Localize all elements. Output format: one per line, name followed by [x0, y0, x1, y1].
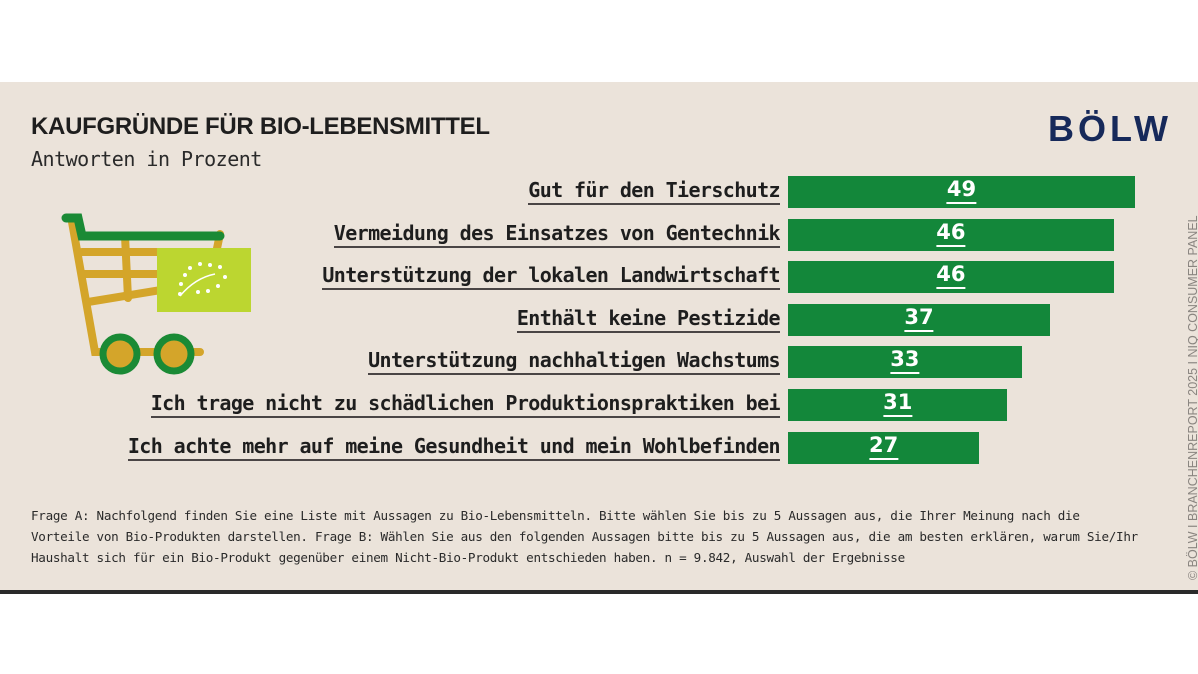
- bar: 37: [788, 303, 1050, 336]
- category-label: Ich achte mehr auf meine Gesundheit und …: [127, 434, 781, 461]
- shopping-cart-eu-organic-icon: [61, 213, 251, 375]
- category-label: Vermeidung des Einsatzes von Gentechnik: [333, 221, 781, 248]
- bar: 46: [788, 261, 1114, 294]
- category-label: Enthält keine Pestizide: [516, 306, 781, 333]
- data-label: 27: [868, 432, 899, 460]
- infographic-panel: [0, 82, 1198, 590]
- bar: 33: [788, 346, 1022, 379]
- data-label: 37: [904, 304, 934, 332]
- bar: 49: [788, 176, 1135, 208]
- bar: 46: [788, 218, 1114, 251]
- category-label: Unterstützung nachhaltigen Wachstums: [368, 348, 781, 376]
- bar: 27: [788, 431, 980, 464]
- footnote: Frage A: Nachfolgend finden Sie eine Lis…: [31, 508, 1138, 565]
- copyright-note: © BÖLW I BRANCHENREPORT 2025 I NIQ CONSU…: [1186, 215, 1198, 580]
- category-label: Unterstützung der lokalen Landwirtschaft: [322, 263, 781, 291]
- category-label: Gut für den Tierschutz: [528, 178, 781, 205]
- bolw-logo: BÖLW: [1048, 108, 1172, 149]
- chart-subtitle: Antworten in Prozent: [31, 147, 262, 171]
- data-label: 33: [890, 346, 920, 375]
- data-label: 31: [883, 389, 913, 417]
- divider: [0, 590, 1198, 594]
- bar: 31: [788, 389, 1008, 421]
- chart-title: KAUFGRÜNDE FÜR BIO-LEBENSMITTEL: [31, 113, 490, 140]
- data-label: 49: [946, 176, 977, 204]
- data-label: 46: [936, 219, 966, 247]
- category-label: Ich trage nicht zu schädlichen Produktio…: [150, 391, 781, 418]
- data-label: 46: [936, 261, 966, 290]
